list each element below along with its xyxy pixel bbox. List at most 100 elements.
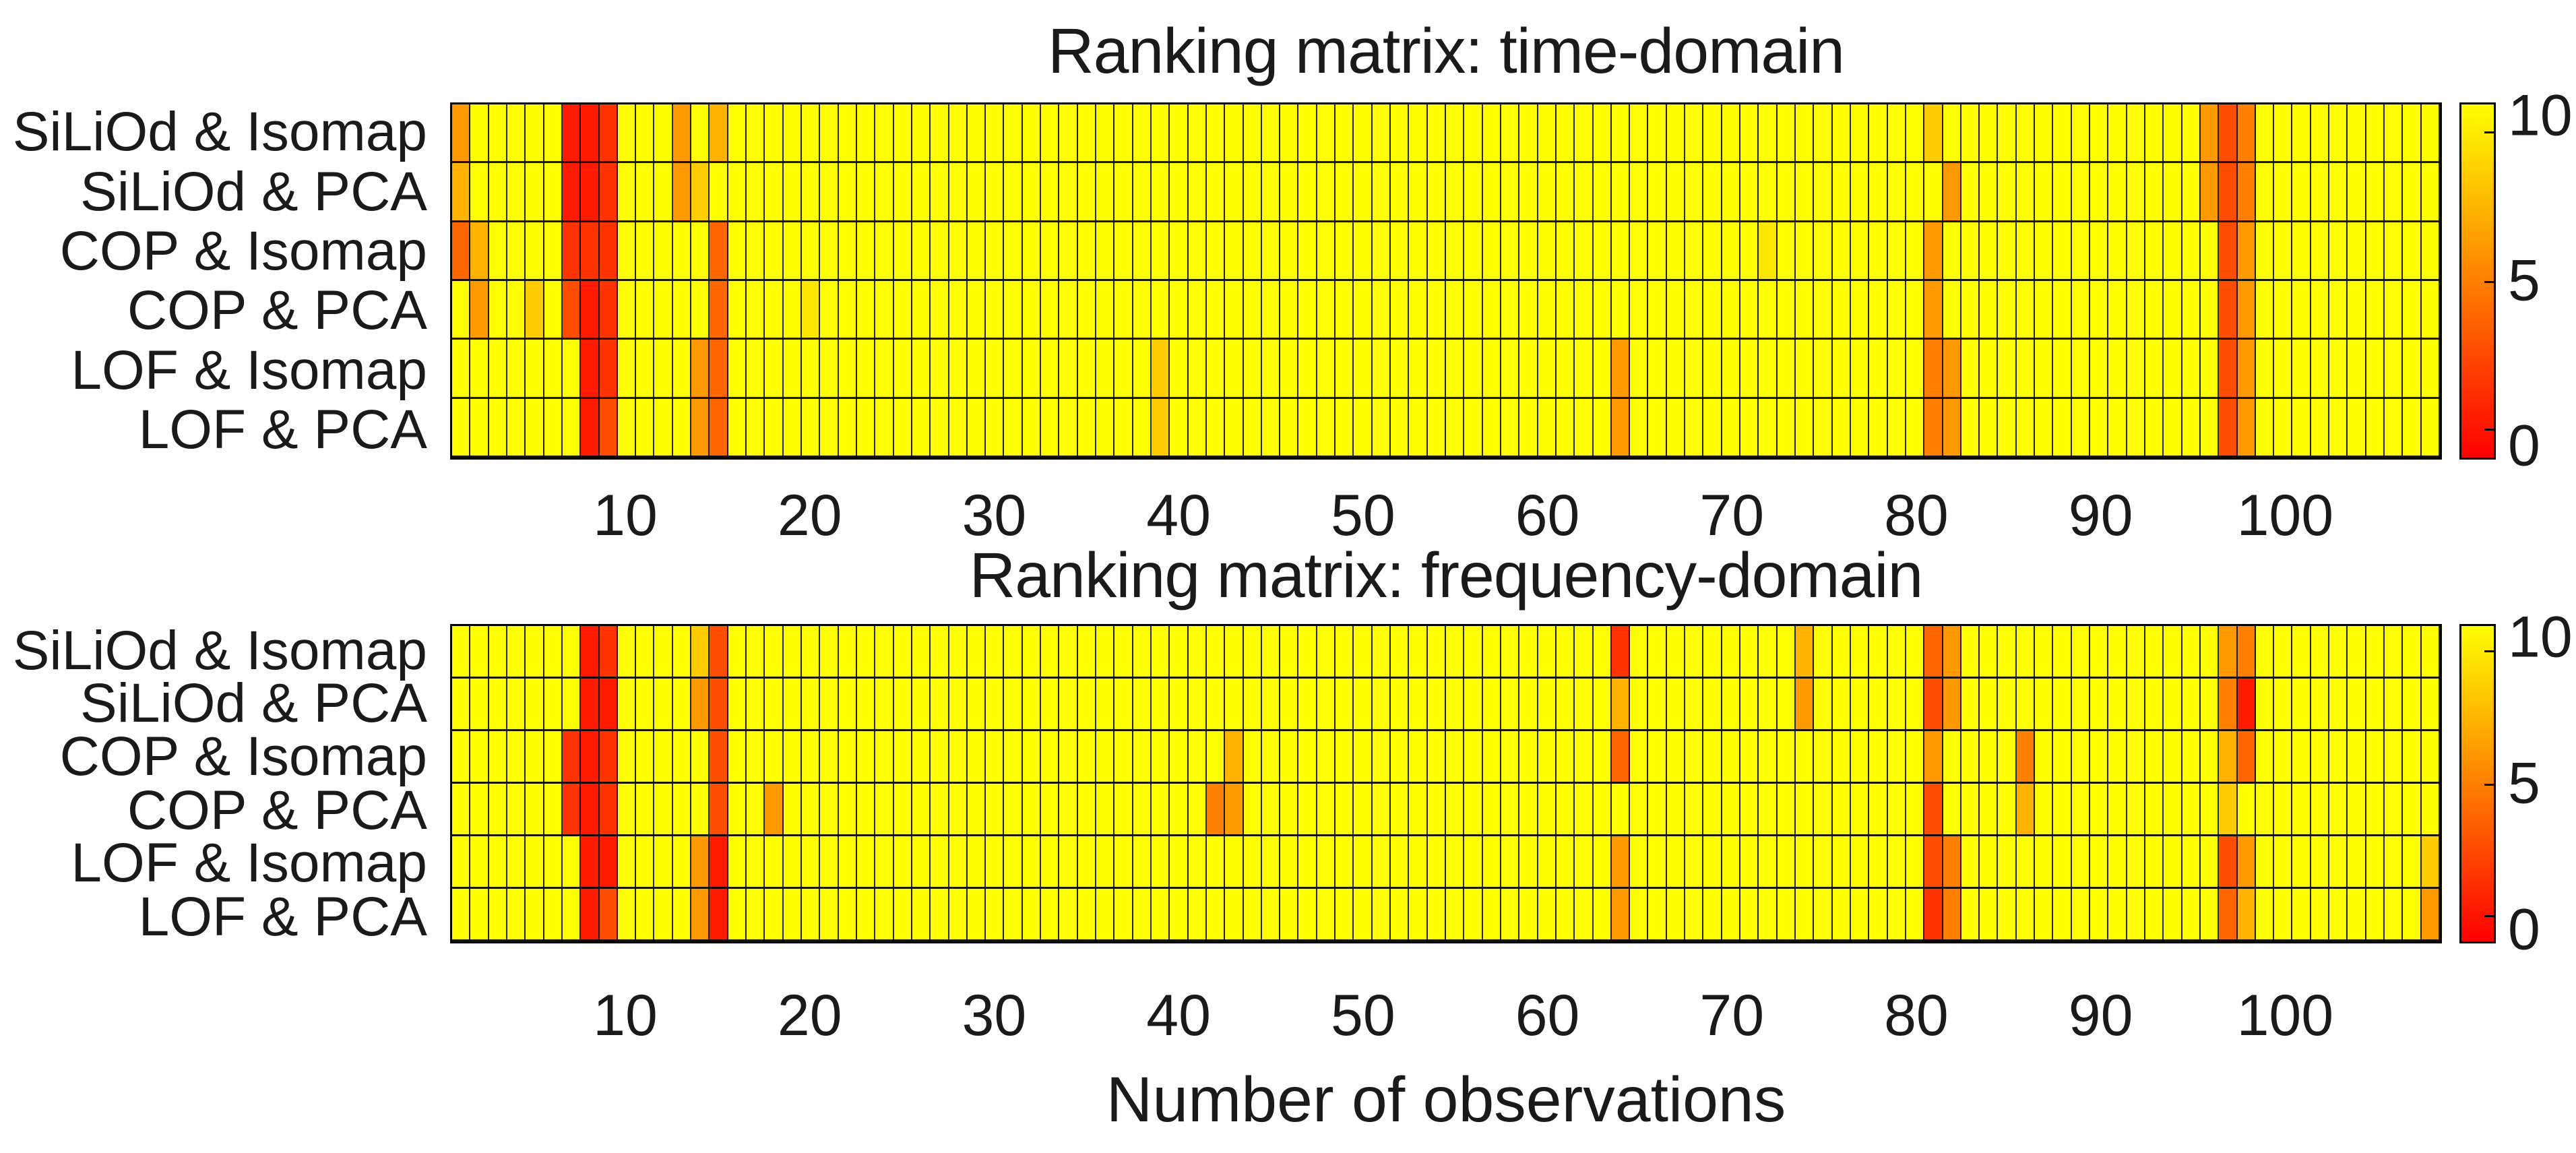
heatmap-cell: [2164, 889, 2182, 941]
heatmap-cell: [2090, 398, 2109, 458]
heatmap-cell: [1906, 340, 1925, 399]
heatmap-cell: [1225, 104, 1244, 164]
heatmap-cell: [1170, 222, 1189, 281]
heatmap-cell: [2385, 163, 2404, 222]
heatmap-cell: [544, 163, 563, 222]
heatmap-cell: [1648, 836, 1667, 889]
heatmap-cell: [1998, 104, 2017, 164]
heatmap-cell: [1961, 222, 1980, 281]
heatmap-cell: [2329, 340, 2348, 399]
heatmap-cell: [470, 340, 489, 399]
heatmap-cell: [1777, 398, 1796, 458]
heatmap-cell: [507, 340, 526, 399]
heatmap-cell: [2164, 281, 2182, 340]
heatmap-cell: [747, 163, 765, 222]
heatmap-cell: [1446, 222, 1465, 281]
heatmap-cell: [2145, 281, 2164, 340]
heatmap-cell: [1850, 626, 1870, 679]
heatmap-cell: [1575, 163, 1594, 222]
heatmap-cell: [617, 784, 637, 836]
heatmap-cell: [2403, 398, 2422, 458]
heatmap-cell: [452, 340, 471, 399]
heatmap-cell: [1740, 222, 1759, 281]
x-tick-label: 60: [1515, 483, 1580, 548]
heatmap-cell: [636, 398, 655, 458]
heatmap-cell: [893, 340, 912, 399]
x-ticks-time-domain: 10 20 30 40 50 60 70 80 90 100: [450, 470, 2442, 551]
heatmap-cell: [1280, 104, 1299, 164]
heatmap-cell: [526, 889, 544, 941]
heatmap-cell: [2053, 679, 2072, 731]
heatmap-cell: [1372, 281, 1391, 340]
heatmap-cell: [2274, 398, 2293, 458]
heatmap-cell: [1648, 222, 1667, 281]
heatmap-cell: [672, 889, 692, 941]
heatmap-cell: [1004, 281, 1023, 340]
heatmap-cell: [2071, 731, 2091, 784]
heatmap-cell: [1482, 163, 1501, 222]
heatmap-cell: [1188, 222, 1207, 281]
heatmap-cell: [1354, 163, 1373, 222]
heatmap-cell: [2053, 626, 2072, 679]
heatmap-cell: [1022, 626, 1042, 679]
heatmap-cell: [1004, 163, 1023, 222]
heatmap-cell: [986, 340, 1005, 399]
heatmap-cell: [1777, 222, 1796, 281]
heatmap-cell: [856, 163, 876, 222]
heatmap-cell: [1206, 889, 1226, 941]
heatmap-cell: [1391, 104, 1410, 164]
heatmap-cell: [1740, 626, 1759, 679]
heatmap-cell: [949, 222, 968, 281]
heatmap-cell: [1427, 836, 1446, 889]
heatmap-cell: [931, 222, 949, 281]
heatmap-cell: [672, 104, 692, 164]
heatmap-cell: [875, 281, 894, 340]
heatmap-cell: [1722, 731, 1741, 784]
heatmap-cell: [2255, 679, 2275, 731]
heatmap-cell: [544, 398, 563, 458]
heatmap-cell: [1777, 784, 1796, 836]
row-label: SiLiOd & PCA: [80, 160, 427, 222]
heatmap-cell: [1980, 398, 1999, 458]
heatmap-cell: [2292, 104, 2311, 164]
heatmap-cell: [728, 163, 747, 222]
heatmap-cell: [691, 784, 710, 836]
heatmap-cell: [1630, 889, 1649, 941]
heatmap-cell: [1188, 679, 1207, 731]
heatmap-cell: [875, 163, 894, 222]
heatmap-cell: [1188, 626, 1207, 679]
heatmap-cell: [949, 626, 968, 679]
heatmap-cell: [1593, 340, 1612, 399]
heatmap-cell: [1464, 104, 1483, 164]
heatmap-cell: [1372, 222, 1391, 281]
heatmap-cell: [2329, 836, 2348, 889]
heatmap-cell: [783, 679, 802, 731]
heatmap-cell: [1575, 104, 1594, 164]
heatmap-cell: [1482, 836, 1501, 889]
heatmap-cell: [820, 889, 839, 941]
heatmap-cell: [1538, 626, 1557, 679]
heatmap-cell: [2182, 679, 2201, 731]
heatmap-cell: [1391, 731, 1410, 784]
heatmap-cell: [2164, 398, 2182, 458]
heatmap-cell: [1740, 731, 1759, 784]
heatmap-cell: [2237, 163, 2256, 222]
heatmap-cell: [1740, 398, 1759, 458]
heatmap-cell: [1280, 340, 1299, 399]
heatmap-cell: [2035, 340, 2054, 399]
heatmap-cell: [1336, 889, 1354, 941]
heatmap-cell: [526, 679, 544, 731]
heatmap-cell: [489, 281, 507, 340]
heatmap-cell: [1336, 340, 1354, 399]
heatmap-cell: [544, 222, 563, 281]
heatmap-cell: [1041, 340, 1060, 399]
x-tick-label: 20: [777, 983, 842, 1048]
heatmap-cell: [1206, 222, 1226, 281]
heatmap-cell: [1980, 281, 1999, 340]
heatmap-cell: [1151, 731, 1170, 784]
heatmap-cell: [672, 281, 692, 340]
heatmap-cell: [783, 340, 802, 399]
heatmap-cell: [912, 163, 931, 222]
heatmap-cell: [1151, 679, 1170, 731]
heatmap-cell: [1795, 731, 1815, 784]
